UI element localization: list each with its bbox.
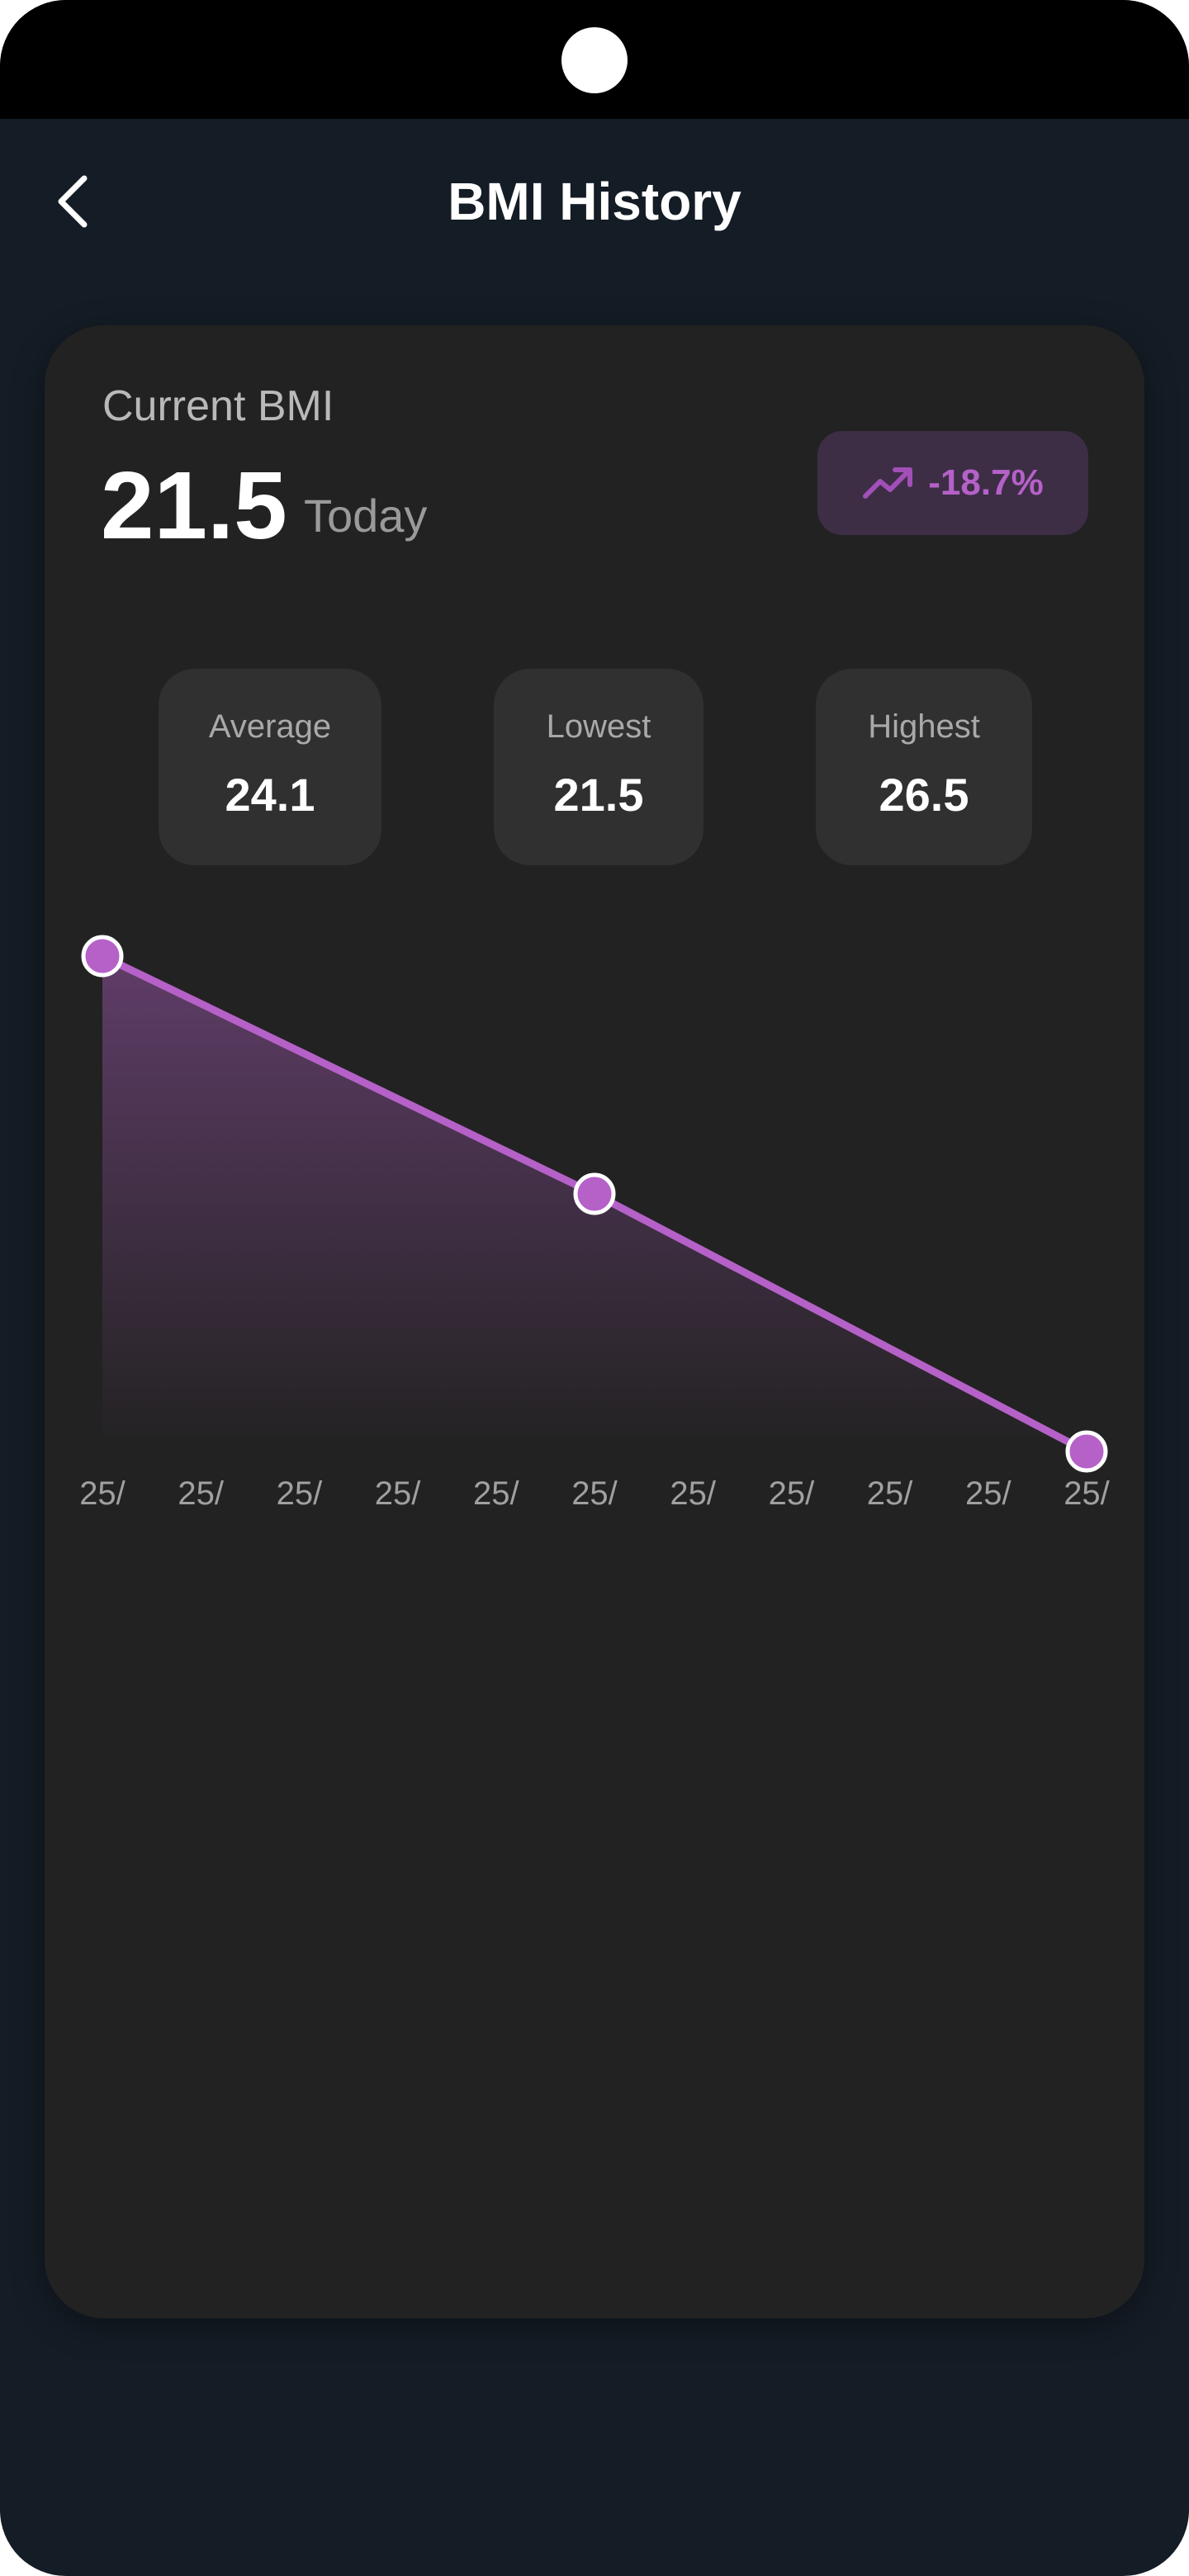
x-tick-label: 25/ [473, 1475, 519, 1512]
camera-cutout [561, 27, 628, 93]
status-bar [0, 0, 1189, 119]
x-tick-label: 25/ [277, 1475, 323, 1512]
change-badge: -18.7% [817, 431, 1088, 535]
x-tick-label: 25/ [1063, 1475, 1110, 1512]
chevron-left-icon [58, 175, 88, 228]
page-title: BMI History [448, 172, 741, 231]
chart-point-2[interactable] [1065, 1430, 1108, 1473]
app-bar: BMI History [0, 119, 1189, 284]
current-bmi-label: Current BMI [102, 382, 334, 430]
stat-highest: Highest 26.5 [816, 669, 1032, 865]
chart-point-0[interactable] [81, 935, 124, 978]
x-tick-label: 25/ [571, 1475, 618, 1512]
x-tick-label: 25/ [867, 1475, 913, 1512]
x-tick-label: 25/ [178, 1475, 224, 1512]
back-button[interactable] [33, 160, 116, 243]
change-percent: -18.7% [928, 462, 1044, 503]
x-tick-label: 25/ [375, 1475, 421, 1512]
stat-lowest-value: 21.5 [553, 769, 644, 821]
chart-point-1[interactable] [573, 1172, 616, 1215]
stat-highest-value: 26.5 [879, 769, 969, 821]
current-bmi-period: Today [304, 490, 428, 542]
trending-up-icon [863, 467, 913, 499]
x-tick-label: 25/ [670, 1475, 716, 1512]
x-tick-label: 25/ [769, 1475, 815, 1512]
stat-lowest-label: Lowest [546, 708, 651, 745]
stat-average-label: Average [208, 708, 332, 745]
x-tick-label: 25/ [965, 1475, 1011, 1512]
current-bmi-value: 21.5 [101, 452, 287, 559]
stat-highest-label: Highest [868, 708, 980, 745]
stat-lowest: Lowest 21.5 [494, 669, 703, 865]
bmi-chart: 25/25/25/25/25/25/25/25/25/25/25/ [79, 935, 1111, 1512]
stat-average: Average 24.1 [159, 669, 381, 865]
stat-average-value: 24.1 [225, 769, 315, 821]
x-tick-label: 25/ [79, 1475, 126, 1512]
